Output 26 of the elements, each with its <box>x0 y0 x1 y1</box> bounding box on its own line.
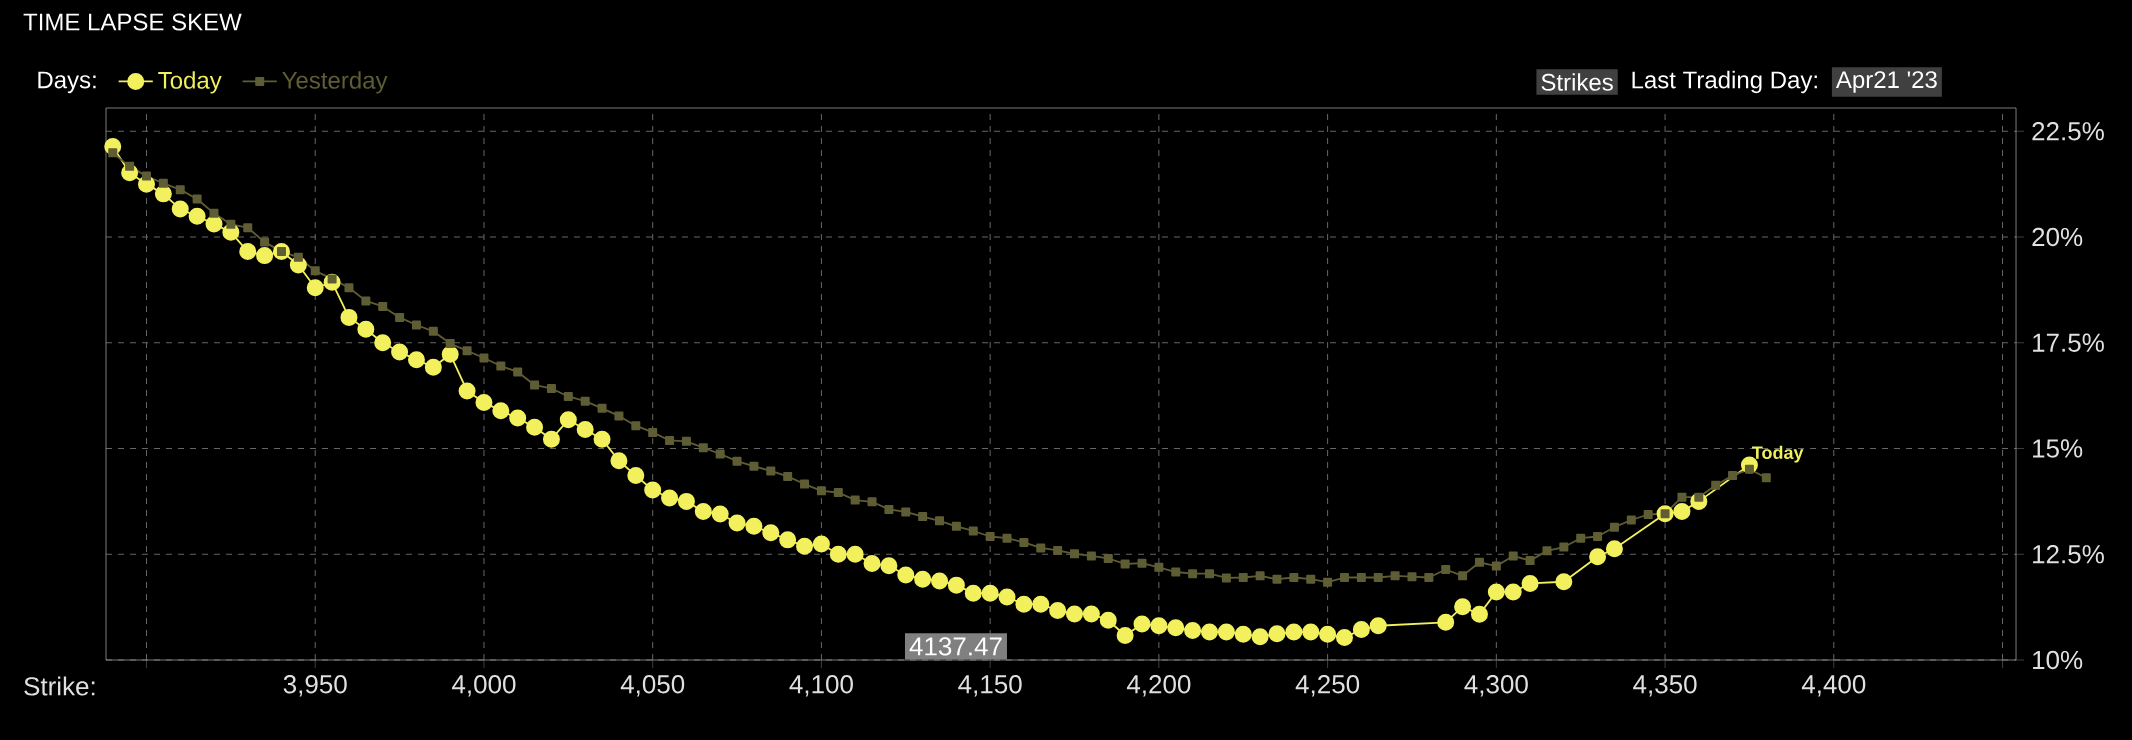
text: Apr21 '23 <box>1835 71 1937 93</box>
y-tick-label: 17.5% <box>2033 333 2104 352</box>
x-tick-label: 4,200 <box>1126 675 1191 697</box>
text: Strikes <box>1541 73 1613 91</box>
y-tick-label: 15% <box>2033 439 2083 458</box>
legend-title: Days: <box>38 71 96 94</box>
x-tick-label: 3,950 <box>283 675 347 697</box>
y-tick-label: 10% <box>2033 650 2083 670</box>
text: Last Trading Day: <box>1632 70 1817 94</box>
legend-label: Yesterday <box>282 71 388 94</box>
annotation: 4137.47 <box>909 637 1002 656</box>
x-tick-label: 4,000 <box>452 675 516 697</box>
x-tick-label: 4,350 <box>1633 675 1697 697</box>
legend-label: Today <box>158 71 222 94</box>
y-tick-label: 20% <box>2032 227 2083 247</box>
x-tick-label: 4,050 <box>620 675 685 697</box>
chart-title: TIME LAPSE SKEW <box>23 13 242 31</box>
x-tick-label: 4,300 <box>1464 675 1528 697</box>
y-tick-label: 12.5% <box>2033 545 2104 564</box>
x-tick-label: 4,150 <box>958 675 1022 697</box>
y-tick-label: 22.5% <box>2032 122 2104 141</box>
x-tick-label: 4,250 <box>1295 675 1360 697</box>
x-tick-label: 4,400 <box>1801 675 1866 697</box>
x-axis-title: Strike: <box>24 676 95 696</box>
annotation: Today <box>1752 445 1804 463</box>
x-tick-label: 4,100 <box>789 675 853 697</box>
